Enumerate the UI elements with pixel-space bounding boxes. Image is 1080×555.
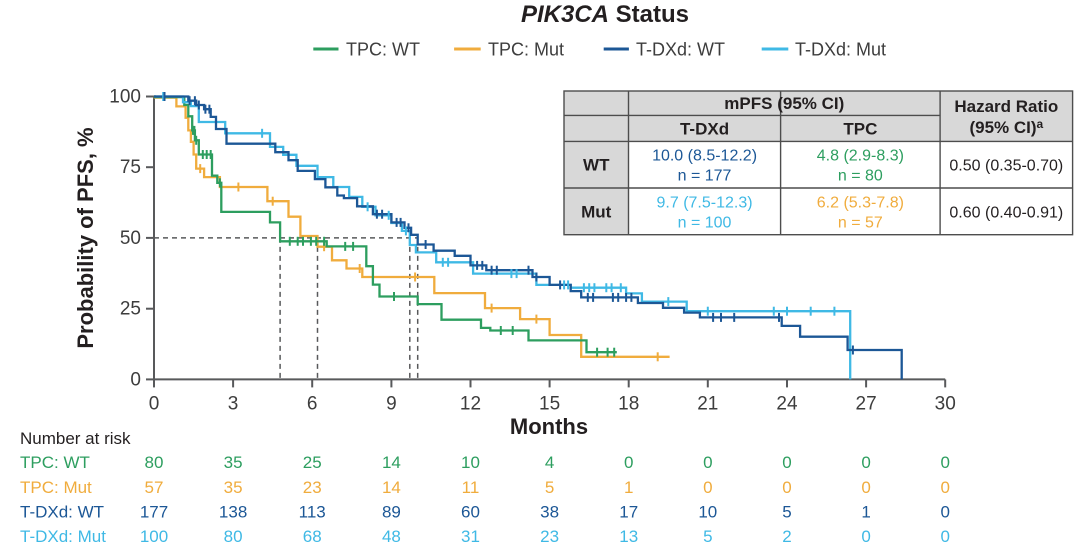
svg-text:0: 0: [940, 453, 949, 472]
svg-text:Hazard Ratio: Hazard Ratio: [954, 97, 1058, 116]
svg-text:2: 2: [782, 527, 791, 546]
svg-text:35: 35: [224, 453, 243, 472]
svg-text:30: 30: [935, 393, 956, 414]
svg-text:3: 3: [228, 393, 239, 414]
svg-text:75: 75: [120, 157, 141, 178]
svg-text:0: 0: [940, 478, 949, 497]
svg-text:50: 50: [120, 228, 141, 249]
svg-text:0: 0: [861, 527, 870, 546]
svg-text:Probability of PFS, %: Probability of PFS, %: [73, 127, 98, 348]
svg-text:6.2 (5.3-7.8): 6.2 (5.3-7.8): [817, 194, 904, 211]
svg-text:T-DXd: Mut: T-DXd: Mut: [20, 527, 106, 546]
svg-text:PIK3CA Status: PIK3CA Status: [521, 1, 689, 28]
svg-text:5: 5: [545, 478, 554, 497]
svg-text:13: 13: [619, 527, 638, 546]
svg-text:14: 14: [382, 478, 401, 497]
svg-text:89: 89: [382, 503, 401, 522]
svg-text:0: 0: [703, 478, 712, 497]
svg-text:mPFS (95% CI): mPFS (95% CI): [724, 94, 844, 113]
svg-text:27: 27: [856, 393, 877, 414]
svg-text:WT: WT: [583, 156, 610, 175]
svg-text:T-DXd: Mut: T-DXd: Mut: [795, 40, 886, 60]
svg-text:11: 11: [462, 478, 480, 497]
svg-text:138: 138: [219, 503, 247, 522]
svg-text:1: 1: [861, 503, 870, 522]
svg-text:0: 0: [624, 453, 633, 472]
svg-text:0: 0: [861, 453, 870, 472]
svg-text:n = 100: n = 100: [678, 214, 732, 231]
svg-text:n = 177: n = 177: [678, 168, 732, 185]
svg-text:0: 0: [940, 503, 949, 522]
svg-text:TPC: Mut: TPC: Mut: [20, 478, 92, 497]
svg-text:23: 23: [540, 527, 559, 546]
svg-text:Mut: Mut: [581, 202, 612, 221]
svg-text:TPC: Mut: TPC: Mut: [488, 40, 564, 60]
svg-text:5: 5: [703, 527, 712, 546]
svg-text:10: 10: [461, 453, 480, 472]
svg-text:4.8 (2.9-8.3): 4.8 (2.9-8.3): [817, 148, 904, 165]
svg-text:9: 9: [386, 393, 397, 414]
svg-text:6: 6: [307, 393, 318, 414]
svg-text:15: 15: [539, 393, 560, 414]
svg-text:TPC: TPC: [843, 119, 877, 138]
svg-text:TPC: WT: TPC: WT: [346, 40, 420, 60]
svg-text:0.60 (0.40-0.91): 0.60 (0.40-0.91): [949, 204, 1063, 221]
svg-text:0: 0: [861, 478, 870, 497]
svg-text:24: 24: [776, 393, 798, 414]
svg-text:100: 100: [140, 527, 168, 546]
svg-text:10.0 (8.5-12.2): 10.0 (8.5-12.2): [652, 148, 757, 165]
svg-text:21: 21: [697, 393, 718, 414]
svg-text:n = 57: n = 57: [838, 214, 883, 231]
svg-text:Months: Months: [510, 414, 588, 439]
svg-text:(95% CI)a: (95% CI)a: [969, 117, 1043, 137]
svg-text:0: 0: [782, 478, 791, 497]
svg-text:1: 1: [624, 478, 633, 497]
svg-text:0: 0: [130, 369, 141, 390]
svg-text:23: 23: [303, 478, 322, 497]
svg-text:25: 25: [120, 299, 141, 320]
svg-text:14: 14: [382, 453, 401, 472]
svg-text:Number at risk: Number at risk: [20, 429, 131, 448]
svg-text:35: 35: [224, 478, 243, 497]
svg-text:57: 57: [145, 478, 164, 497]
svg-text:38: 38: [540, 503, 559, 522]
svg-text:0: 0: [940, 527, 949, 546]
svg-text:0: 0: [782, 453, 791, 472]
svg-text:68: 68: [303, 527, 322, 546]
svg-text:T-DXd: T-DXd: [680, 119, 729, 138]
svg-text:100: 100: [109, 87, 141, 108]
svg-text:4: 4: [545, 453, 554, 472]
svg-text:TPC: WT: TPC: WT: [20, 453, 90, 472]
svg-text:80: 80: [224, 527, 243, 546]
svg-text:10: 10: [698, 503, 717, 522]
svg-text:0.50 (0.35-0.70): 0.50 (0.35-0.70): [949, 158, 1063, 175]
svg-text:n = 80: n = 80: [838, 168, 883, 185]
svg-text:31: 31: [461, 527, 480, 546]
svg-text:5: 5: [782, 503, 791, 522]
svg-text:18: 18: [618, 393, 639, 414]
svg-text:177: 177: [140, 503, 168, 522]
svg-text:48: 48: [382, 527, 401, 546]
svg-text:0: 0: [149, 393, 160, 414]
svg-text:25: 25: [303, 453, 322, 472]
svg-text:T-DXd: WT: T-DXd: WT: [636, 40, 725, 60]
svg-text:60: 60: [461, 503, 480, 522]
svg-text:9.7 (7.5-12.3): 9.7 (7.5-12.3): [657, 194, 753, 211]
svg-text:80: 80: [145, 453, 164, 472]
svg-text:12: 12: [460, 393, 481, 414]
svg-text:17: 17: [619, 503, 638, 522]
svg-text:0: 0: [703, 453, 712, 472]
svg-text:113: 113: [299, 503, 326, 522]
svg-text:T-DXd: WT: T-DXd: WT: [20, 503, 104, 522]
